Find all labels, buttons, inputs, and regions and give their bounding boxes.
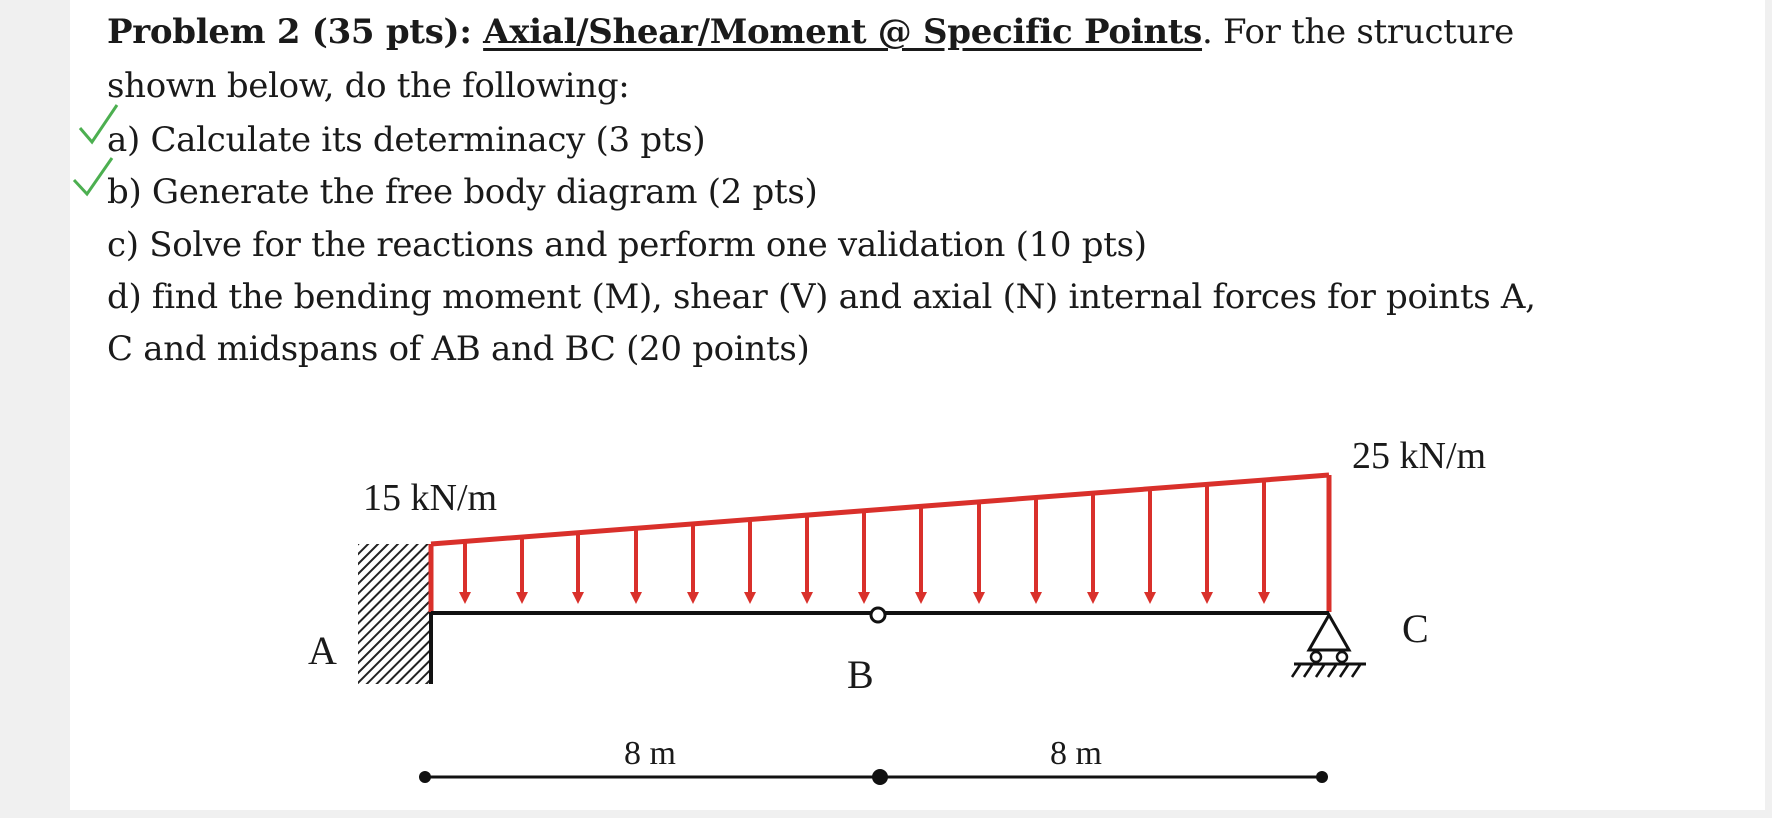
title-topic: Axial/Shear/Moment @ Specific Points xyxy=(483,12,1203,52)
load-arrow-head xyxy=(1258,592,1270,604)
span-ab-label: 8 m xyxy=(624,735,676,772)
title-suffix: . For the structure xyxy=(1202,12,1514,52)
title-prefix: Problem 2 (35 pts): xyxy=(107,12,484,52)
problem-title: Problem 2 (35 pts): Axial/Shear/Moment @… xyxy=(107,12,1514,52)
load-arrow-head xyxy=(1144,592,1156,604)
load-left-label: 15 kN/m xyxy=(363,477,497,519)
dimension-point-b xyxy=(872,769,888,785)
pin-support-c xyxy=(1290,611,1366,678)
load-arrow-head xyxy=(1030,592,1042,604)
document-page xyxy=(70,0,1765,810)
hinge-b xyxy=(869,606,887,624)
load-arrow-head xyxy=(459,592,471,604)
dimension-line xyxy=(419,769,1328,785)
load-arrow-head xyxy=(915,592,927,604)
load-arrow-head xyxy=(973,592,985,604)
task-item-a: a) Calculate its determinacy (3 pts) xyxy=(107,120,706,160)
node-c-label: C xyxy=(1402,606,1429,651)
load-arrow-head xyxy=(572,592,584,604)
load-arrows xyxy=(459,479,1270,604)
task-item-c: c) Solve for the reactions and perform o… xyxy=(107,225,1147,265)
load-arrow-head xyxy=(516,592,528,604)
load-arrow-head xyxy=(630,592,642,604)
dimension-point-a xyxy=(419,771,431,783)
load-arrow-head xyxy=(801,592,813,604)
load-arrow-head xyxy=(1201,592,1213,604)
node-b-label: B xyxy=(847,652,874,697)
node-a-label: A xyxy=(308,628,337,673)
load-top-line xyxy=(430,472,1330,547)
load-arrow-head xyxy=(744,592,756,604)
problem-intro: shown below, do the following: xyxy=(107,66,630,106)
load-arrow-head xyxy=(858,592,870,604)
load-right-label: 25 kN/m xyxy=(1352,435,1486,477)
task-item-b: b) Generate the free body diagram (2 pts… xyxy=(107,172,818,212)
span-bc-label: 8 m xyxy=(1050,735,1102,772)
load-arrow-head xyxy=(1087,592,1099,604)
distributed-load xyxy=(428,472,1332,612)
task-item-d-continued: C and midspans of AB and BC (20 points) xyxy=(107,329,810,369)
dimension-point-c xyxy=(1316,771,1328,783)
task-item-d: d) find the bending moment (M), shear (V… xyxy=(107,277,1536,317)
check-mark-a-icon xyxy=(78,104,119,145)
load-arrow-head xyxy=(687,592,699,604)
check-mark-b-icon xyxy=(72,157,114,197)
fixed-support-a xyxy=(358,544,430,684)
